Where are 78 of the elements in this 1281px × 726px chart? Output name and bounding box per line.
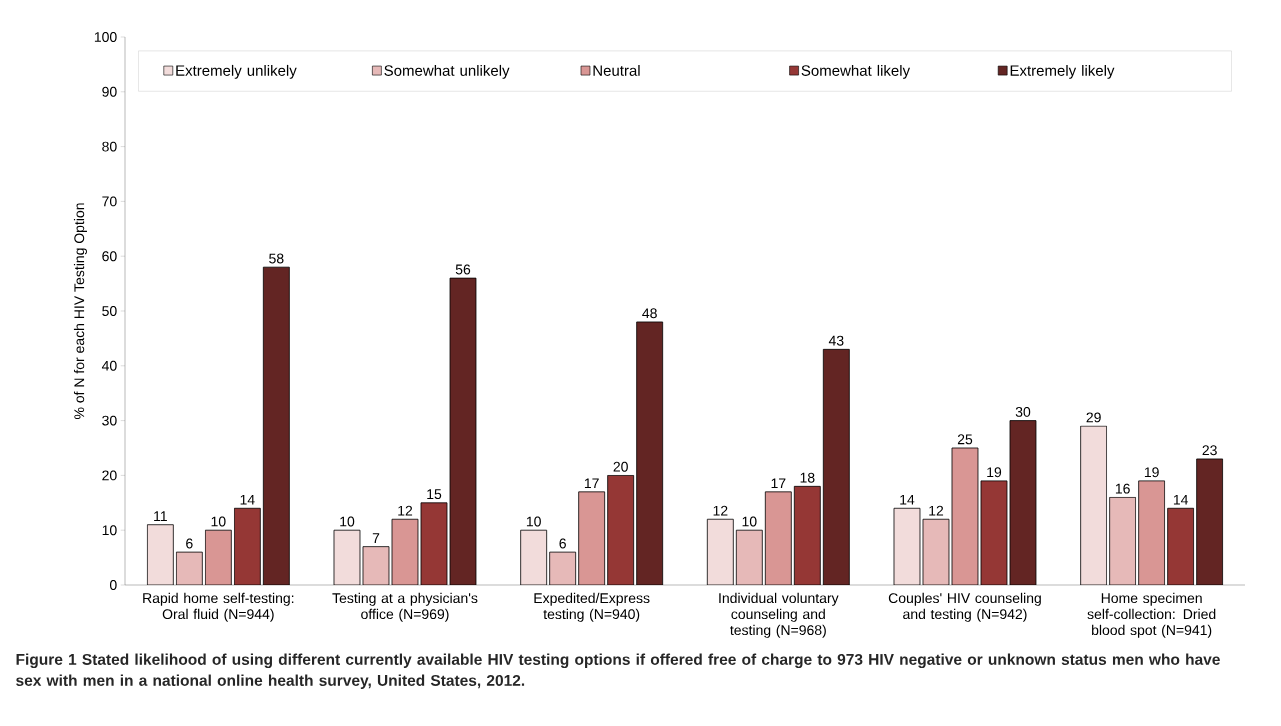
bar: [1080, 425, 1108, 585]
bar: [706, 518, 734, 585]
legend-label: Extremely unlikely: [176, 64, 297, 79]
y-tick-label: 50: [102, 306, 117, 316]
y-tick-label: 80: [102, 141, 117, 152]
data-label: 10: [742, 516, 757, 527]
data-label: 6: [186, 538, 193, 549]
data-label: 14: [1173, 494, 1189, 505]
y-tick-label: 60: [102, 251, 117, 262]
x-tick-label: Individual voluntary counseling and testing (N=968): [719, 592, 839, 638]
data-label: 14: [900, 494, 915, 505]
y-axis-title: % of N for each HIV Testing Option: [73, 203, 87, 420]
y-tick-label: 30: [102, 415, 117, 426]
bar: [520, 529, 548, 585]
data-label: 6: [559, 538, 566, 549]
bar: [391, 518, 419, 585]
data-label: 10: [526, 516, 541, 527]
data-label: 58: [269, 253, 284, 264]
bar: [262, 266, 290, 585]
y-tick-label: 0: [109, 580, 117, 590]
bar: [146, 524, 174, 585]
data-label: 43: [828, 335, 844, 346]
x-tick-label: Home specimen self-collection: Dried blood spot (N=941): [1087, 592, 1216, 638]
bar: [1138, 480, 1166, 585]
data-label: 7: [372, 533, 380, 543]
x-tick-label: Testing at a physician's office (N=969): [332, 592, 478, 622]
x-tick-label: Couples' HIV counseling and testing (N=942): [888, 592, 1041, 622]
data-label: 10: [340, 516, 355, 527]
data-label: 16: [1115, 483, 1130, 494]
bar: [822, 348, 850, 585]
bar: [175, 551, 203, 585]
x-tick-label: Expedited/Express testing (N=940): [534, 592, 650, 622]
data-label: 17: [584, 478, 599, 489]
y-tick-label: 70: [102, 196, 117, 207]
bar: [607, 475, 635, 585]
bar: [1167, 507, 1195, 585]
legend-label: Somewhat likely: [801, 64, 911, 79]
y-tick-label: 10: [102, 525, 117, 536]
data-label: 10: [211, 516, 226, 527]
data-label: 12: [929, 505, 944, 516]
bar: [449, 277, 477, 585]
bar: [1196, 458, 1224, 585]
data-label: 11: [154, 511, 167, 521]
data-label: 19: [1144, 467, 1159, 478]
bar: [233, 507, 261, 585]
data-label: 48: [642, 308, 657, 319]
data-label: 15: [427, 489, 442, 500]
x-tick-label: Rapid home self-testing: Oral fluid (N=944): [143, 592, 294, 622]
bar: [1009, 420, 1037, 585]
bar: [793, 485, 821, 585]
data-label: 20: [613, 461, 628, 472]
data-label: 12: [713, 505, 728, 516]
bar: [735, 529, 763, 585]
data-label: 17: [771, 478, 786, 489]
y-tick-label: 20: [102, 470, 117, 481]
bar: [951, 447, 979, 585]
data-label: 25: [957, 434, 973, 445]
bar: [636, 321, 664, 585]
data-label: 29: [1086, 412, 1101, 423]
y-tick-label: 100: [94, 32, 117, 42]
bar: [1109, 496, 1137, 585]
y-tick-label: 40: [101, 360, 117, 371]
data-label: 23: [1202, 445, 1217, 456]
text: Figure 1 Stated likelihood of using different currently available HIV testing options if offered free of charge to 973 HIV negative or unknown status men who have sex with men in a national online health survey, United States, 2012.: [16, 653, 1220, 689]
data-label: 18: [800, 472, 815, 483]
legend-label: Extremely likely: [1010, 64, 1115, 79]
bar: [578, 491, 606, 585]
legend-label: Neutral: [593, 64, 640, 76]
legend-label: Somewhat unlikely: [384, 64, 510, 79]
data-label: 12: [398, 505, 413, 516]
data-label: 30: [1015, 406, 1031, 417]
data-label: 56: [455, 264, 471, 275]
y-tick-label: 90: [102, 86, 117, 97]
bar: [204, 529, 232, 585]
data-label: 19: [987, 467, 1002, 478]
bar: [549, 551, 577, 585]
bar: [764, 491, 792, 585]
data-label: 14: [240, 494, 255, 505]
